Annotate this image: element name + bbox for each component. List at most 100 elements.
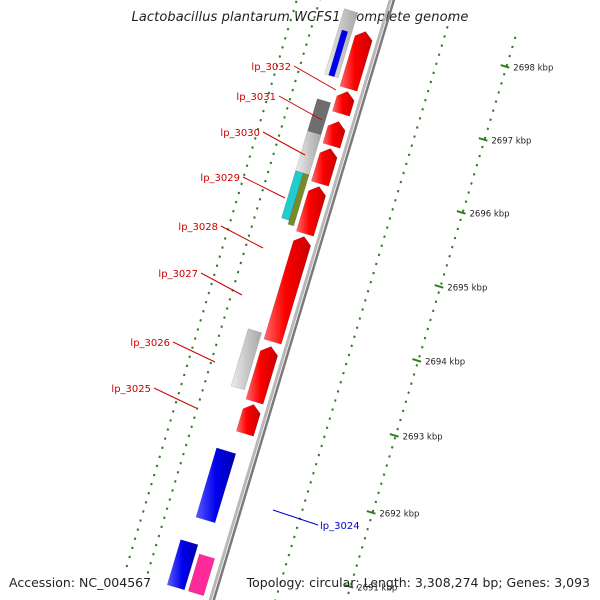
grid-dot	[301, 508, 304, 511]
grid-dot	[459, 218, 462, 222]
grid-dot	[481, 145, 484, 149]
summary-text: Topology: circular; Length: 3,308,274 bp…	[246, 575, 590, 590]
grid-dot	[228, 298, 232, 301]
grid-dot	[250, 225, 254, 228]
kbp-tick	[344, 584, 354, 589]
grid-dot	[307, 34, 311, 37]
lp_3026-red-feature	[245, 346, 279, 405]
grid-dot	[163, 437, 167, 440]
grid-dot	[285, 106, 289, 110]
grid-dot	[168, 498, 172, 501]
grid-dot	[272, 152, 275, 156]
grid-dot	[188, 355, 191, 359]
grid-dot	[223, 237, 227, 240]
grid-dot	[344, 362, 348, 366]
grid-dot	[199, 319, 202, 322]
grid-dot	[240, 182, 243, 186]
gene-label-lp_3026[interactable]: lp_3026	[130, 338, 170, 349]
grid-dot	[284, 36, 287, 40]
grid-dot	[361, 308, 364, 311]
grid-dot	[404, 400, 408, 404]
gene-label-lp_3024[interactable]: lp_3024	[320, 521, 360, 532]
grid-dot	[456, 227, 460, 231]
gene-label-lp_3029[interactable]: lp_3029	[200, 173, 240, 184]
grid-dot	[323, 435, 326, 439]
gene-labels: 2698 kbp 2697 kbp 2696 kbp 2695 kbp 2694 kbp…	[111, 62, 553, 594]
kbp-label: 2695 kbp	[447, 284, 487, 294]
grid-dot	[221, 246, 224, 249]
grid-dot	[396, 189, 400, 193]
grid-dot	[144, 501, 148, 504]
grid-dot	[492, 109, 495, 112]
grid-dot	[445, 26, 449, 29]
grid-dot	[207, 291, 211, 295]
gene-label-lp_3025[interactable]: lp_3025	[111, 384, 151, 395]
grid-dot	[486, 127, 490, 131]
kbp-tick	[434, 284, 444, 289]
grid-dot	[399, 180, 403, 184]
grid-dot	[191, 346, 194, 350]
grid-dot	[201, 389, 204, 392]
grid-dot	[155, 464, 159, 468]
grid-dot	[513, 36, 517, 40]
lp_3025-feature	[235, 404, 261, 437]
gene-label-lp_3032[interactable]: lp_3032	[251, 62, 291, 73]
label-leaders	[153, 65, 337, 526]
grid-dot	[396, 427, 399, 431]
grid-dot	[278, 55, 282, 58]
grid-dot	[407, 391, 410, 395]
grid-dot	[374, 500, 378, 504]
leader-line-lp_3028	[220, 225, 264, 249]
grid-dot	[350, 344, 353, 348]
grid-dot	[176, 470, 180, 474]
kbp-tick	[456, 210, 466, 215]
grid-dot	[287, 553, 291, 557]
grid-dot	[269, 161, 273, 165]
grid-dot	[349, 582, 353, 586]
gene-label-lp_3030[interactable]: lp_3030	[220, 128, 260, 139]
grid-dot	[139, 519, 142, 522]
grid-dot	[234, 200, 238, 204]
gene-label-lp_3031[interactable]: lp_3031	[236, 92, 276, 103]
grid-dot	[157, 534, 161, 538]
grid-dot	[236, 270, 240, 274]
grid-dot	[494, 100, 498, 103]
grid-dot	[374, 262, 378, 266]
lp_3029-feature	[295, 186, 327, 237]
grid-dot	[380, 244, 383, 248]
grid-dot	[282, 572, 285, 575]
gene-label-lp_3028[interactable]: lp_3028	[178, 222, 218, 233]
grid-dot	[413, 135, 416, 138]
grid-dot	[152, 473, 156, 477]
gene-label-lp_3027[interactable]: lp_3027	[158, 269, 198, 280]
grid-dot	[366, 289, 370, 293]
grid-dot	[169, 419, 172, 422]
grid-dot	[247, 234, 251, 238]
grid-dot	[152, 552, 155, 556]
leader-line-lp_3032	[293, 65, 337, 91]
grid-dot	[163, 516, 166, 520]
grid-dot	[206, 370, 210, 374]
grid-dot	[511, 45, 514, 49]
grid-dot	[407, 153, 411, 157]
grid-dot	[136, 528, 140, 531]
grid-dot	[245, 164, 249, 168]
grid-dot	[312, 471, 315, 475]
grid-dot	[385, 226, 389, 229]
leader-line-lp_3026	[172, 341, 216, 363]
grid-dot	[296, 70, 300, 74]
grid-dot	[369, 280, 373, 284]
grid-dot	[237, 191, 241, 195]
lp_3030-feature	[310, 148, 338, 187]
grid-dot	[502, 72, 506, 76]
grid-dot	[328, 417, 332, 421]
grid-dot	[141, 510, 145, 513]
grid-dot	[185, 364, 189, 368]
grid-dot	[293, 535, 296, 539]
grid-dot	[218, 255, 222, 259]
grid-dot	[131, 546, 134, 550]
grid-dot	[464, 200, 468, 203]
grid-dot	[182, 373, 186, 377]
grid-dot	[294, 79, 297, 83]
grid-dot	[316, 6, 319, 10]
